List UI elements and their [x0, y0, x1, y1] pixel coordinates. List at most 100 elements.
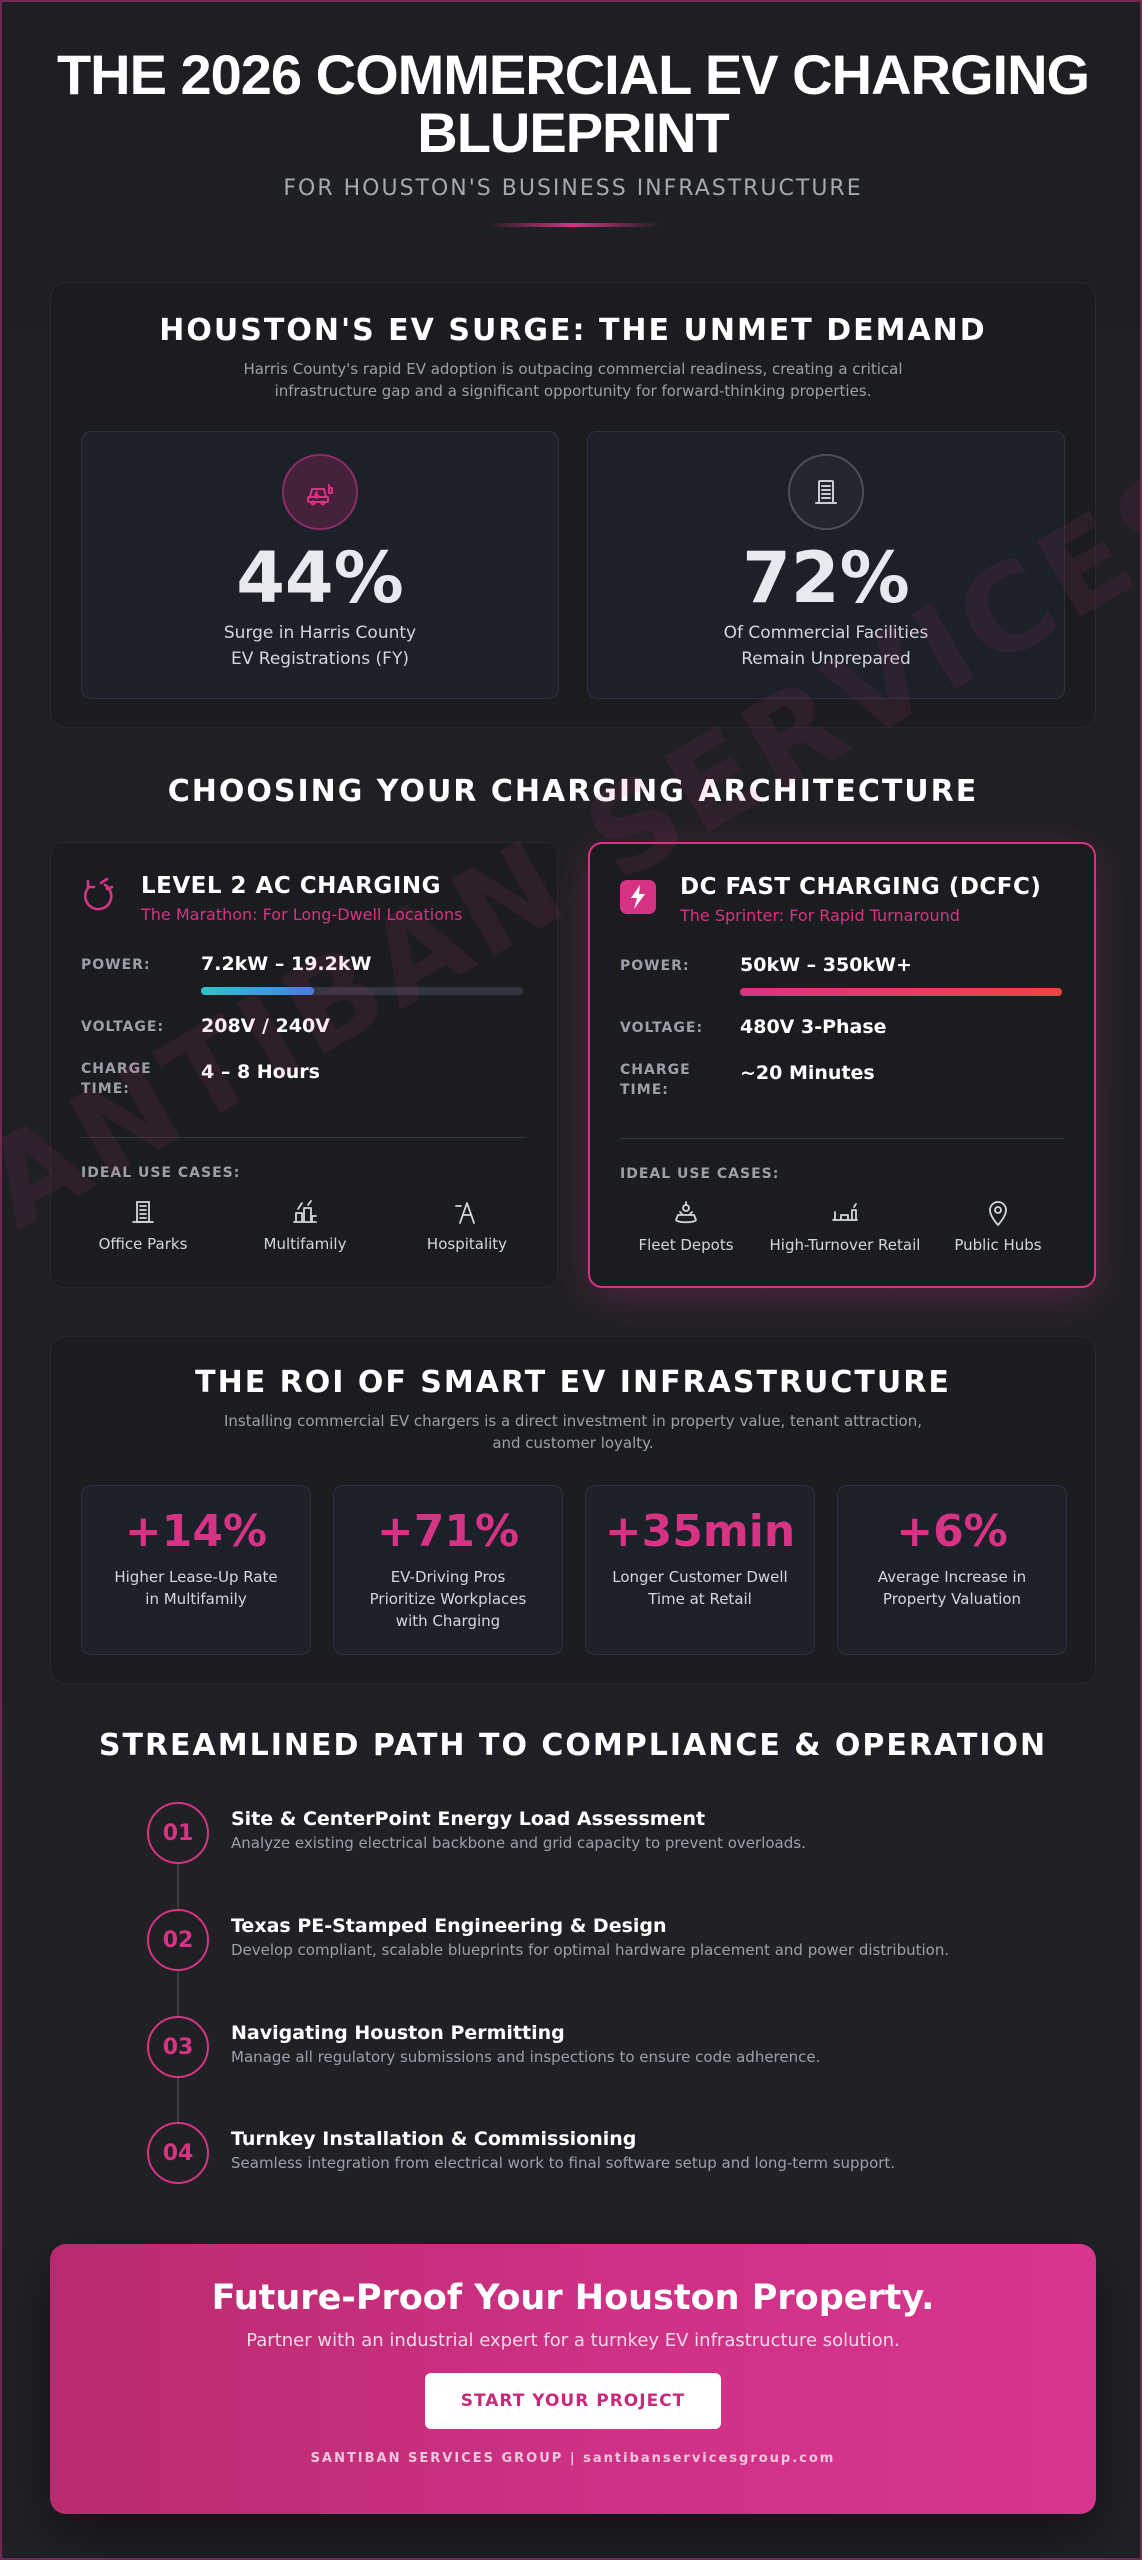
- accent-divider: [488, 223, 658, 227]
- use-case-label: Office Parks: [98, 1235, 188, 1253]
- power-bar: [201, 987, 523, 995]
- retail-icon: [760, 1196, 930, 1230]
- roi-value: +14%: [124, 1506, 268, 1557]
- fleet-depot-icon: [612, 1196, 760, 1230]
- cta-subtitle: Partner with an industrial expert for a …: [246, 2330, 900, 2351]
- cta-footer: SANTIBAN SERVICES GROUP | santibanservic…: [310, 2451, 836, 2466]
- card-title: LEVEL 2 AC CHARGING: [141, 873, 441, 899]
- surge-title: HOUSTON'S EV SURGE: THE UNMET DEMAND: [159, 313, 987, 348]
- charge-time-key: CHARGE TIME:: [81, 1059, 152, 1099]
- roi-label-line-2: Prioritize Workplaces: [369, 1590, 527, 1608]
- dc-fast-charging-card: DC FAST CHARGING (DCFC) The Sprinter: Fo…: [588, 842, 1096, 1288]
- voltage-value: 480V 3-Phase: [740, 1016, 887, 1038]
- charge-time-value: ~20 Minutes: [740, 1062, 875, 1084]
- roi-value: +71%: [376, 1506, 520, 1557]
- voltage-key: VOLTAGE:: [81, 1019, 165, 1035]
- step-number: 03: [147, 2016, 209, 2078]
- use-case-label: Hospitality: [426, 1235, 508, 1253]
- roi-label-line-2: Property Valuation: [882, 1590, 1022, 1608]
- use-case-label: High-Turnover Retail: [769, 1236, 921, 1254]
- card-title: DC FAST CHARGING (DCFC): [680, 874, 1042, 900]
- power-bar: [740, 988, 1062, 996]
- power-bar-fill: [201, 987, 314, 995]
- step-number: 01: [147, 1802, 209, 1864]
- power-bar-fill: [740, 988, 1062, 996]
- surge-desc-line-1: Harris County's rapid EV adoption is out…: [243, 360, 903, 378]
- step-description: Manage all regulatory submissions and in…: [231, 2048, 821, 2066]
- use-case-label: Public Hubs: [954, 1236, 1042, 1254]
- card-tagline: The Marathon: For Long-Dwell Locations: [141, 905, 463, 924]
- use-case-fleet-depots: Fleet Depots: [612, 1196, 760, 1254]
- card-tagline: The Sprinter: For Rapid Turnaround: [680, 906, 960, 925]
- use-case-multifamily: Multifamily: [231, 1195, 379, 1253]
- power-value: 50kW – 350kW+: [740, 954, 912, 976]
- voltage-value: 208V / 240V: [201, 1015, 330, 1037]
- ev-surge-panel: HOUSTON'S EV SURGE: THE UNMET DEMAND Har…: [50, 282, 1096, 728]
- charging-plug-icon: [79, 875, 119, 915]
- stat-label-ev-registrations: Surge in Harris County EV Registrations …: [82, 620, 558, 672]
- roi-card-valuation: +6% Average Increase in Property Valuati…: [837, 1485, 1067, 1655]
- card-divider: [81, 1137, 525, 1138]
- stat-card-ev-registrations: 44% Surge in Harris County EV Registrati…: [81, 431, 559, 699]
- stat-label-line-2: EV Registrations (FY): [231, 649, 409, 669]
- roi-label-line-2: Time at Retail: [648, 1590, 752, 1608]
- lightning-bolt-icon: [618, 876, 658, 916]
- use-case-public-hubs: Public Hubs: [924, 1196, 1072, 1254]
- office-building-icon: [69, 1195, 217, 1229]
- map-pin-icon: [924, 1196, 1072, 1230]
- roi-label: Higher Lease-Up Rate in Multifamily: [82, 1566, 310, 1610]
- start-project-button[interactable]: START YOUR PROJECT: [425, 2373, 721, 2429]
- roi-card-lease-up: +14% Higher Lease-Up Rate in Multifamily: [81, 1485, 311, 1655]
- charge-time-key-line-2: TIME:: [81, 1081, 130, 1097]
- roi-label: Longer Customer Dwell Time at Retail: [586, 1566, 814, 1610]
- surge-desc-line-2: infrastructure gap and a significant opp…: [274, 382, 872, 400]
- step-description: Analyze existing electrical backbone and…: [231, 1834, 806, 1852]
- use-cases-key: IDEAL USE CASES:: [620, 1166, 780, 1182]
- use-case-label: Multifamily: [263, 1235, 347, 1253]
- roi-label-line-1: Average Increase in: [877, 1568, 1027, 1586]
- building-icon: [788, 454, 864, 530]
- charge-time-key: CHARGE TIME:: [620, 1060, 691, 1100]
- timeline-connector: [177, 1864, 179, 2156]
- architecture-title: CHOOSING YOUR CHARGING ARCHITECTURE: [167, 774, 979, 809]
- call-to-action-banner: Future-Proof Your Houston Property. Part…: [50, 2244, 1096, 2514]
- step-02: 02 Texas PE-Stamped Engineering & Design…: [147, 1909, 1007, 1973]
- step-title: Navigating Houston Permitting: [231, 2022, 565, 2044]
- roi-label-line-1: Higher Lease-Up Rate: [114, 1568, 278, 1586]
- roi-card-dwell-time: +35min Longer Customer Dwell Time at Ret…: [585, 1485, 815, 1655]
- power-value: 7.2kW – 19.2kW: [201, 953, 372, 975]
- step-description: Seamless integration from electrical wor…: [231, 2154, 896, 2172]
- step-description: Develop compliant, scalable blueprints f…: [231, 1941, 950, 1959]
- stat-label-line-1: Surge in Harris County: [223, 623, 417, 643]
- roi-desc-line-1: Installing commercial EV chargers is a d…: [223, 1412, 923, 1430]
- roi-label-line-2: in Multifamily: [145, 1590, 247, 1608]
- roi-label-line-1: EV-Driving Pros: [390, 1568, 506, 1586]
- charge-time-value: 4 – 8 Hours: [201, 1061, 320, 1083]
- roi-desc-line-2: and customer loyalty.: [492, 1434, 654, 1452]
- ev-car-charging-icon: [282, 454, 358, 530]
- step-title: Texas PE-Stamped Engineering & Design: [231, 1915, 667, 1937]
- roi-panel: THE ROI OF SMART EV INFRASTRUCTURE Insta…: [50, 1336, 1096, 1684]
- cta-title: Future-Proof Your Houston Property.: [211, 2278, 935, 2318]
- stat-value-unprepared: 72%: [742, 537, 910, 619]
- hospitality-icon: [393, 1195, 541, 1229]
- stat-label-line-1: Of Commercial Facilities: [723, 623, 929, 643]
- title-line-2: BLUEPRINT: [417, 101, 729, 164]
- roi-value: +35min: [604, 1506, 796, 1557]
- step-title: Site & CenterPoint Energy Load Assessmen…: [231, 1808, 706, 1830]
- step-number: 02: [147, 1909, 209, 1971]
- stat-card-unprepared-facilities: 72% Of Commercial Facilities Remain Unpr…: [587, 431, 1065, 699]
- card-divider: [620, 1138, 1064, 1139]
- stat-label-unprepared: Of Commercial Facilities Remain Unprepar…: [588, 620, 1064, 672]
- use-case-retail: High-Turnover Retail: [760, 1196, 930, 1254]
- stat-label-line-2: Remain Unprepared: [741, 649, 911, 669]
- power-key: POWER:: [620, 958, 690, 974]
- use-cases-key: IDEAL USE CASES:: [81, 1165, 241, 1181]
- roi-label-line-3: with Charging: [395, 1612, 501, 1630]
- hero-header: THE 2026 COMMERCIAL EV CHARGING BLUEPRIN…: [2, 46, 1140, 227]
- roi-value: +6%: [896, 1506, 1008, 1557]
- surge-description: Harris County's rapid EV adoption is out…: [213, 358, 933, 402]
- step-01: 01 Site & CenterPoint Energy Load Assess…: [147, 1802, 1007, 1866]
- voltage-key: VOLTAGE:: [620, 1020, 704, 1036]
